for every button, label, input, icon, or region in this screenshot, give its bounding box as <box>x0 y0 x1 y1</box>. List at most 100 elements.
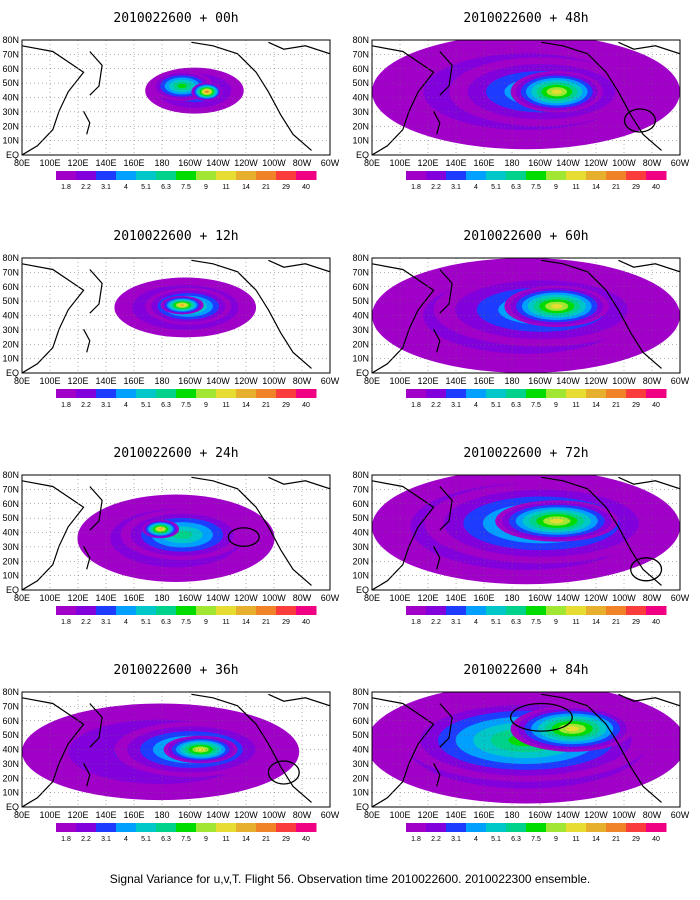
colorbar-swatch <box>116 389 137 398</box>
colorbar-swatch <box>176 171 197 180</box>
colorbar-label: 7.5 <box>181 184 191 191</box>
colorbar-swatch <box>526 171 547 180</box>
colorbar-label: 14 <box>242 402 250 409</box>
y-tick-label: 10N <box>352 788 369 798</box>
x-tick-label: 160W <box>528 810 552 820</box>
colorbar-swatch <box>506 606 527 615</box>
y-tick-label: 50N <box>2 78 19 88</box>
variance-field <box>372 40 680 155</box>
variance-field <box>372 475 680 590</box>
variance-contour <box>205 90 209 93</box>
variance-contour <box>180 304 185 307</box>
colorbar-swatch <box>646 606 667 615</box>
y-tick-label: 10N <box>2 136 19 146</box>
map-frame <box>21 691 331 808</box>
colorbar-label: 21 <box>612 836 620 843</box>
y-tick-label: 20N <box>352 556 369 566</box>
colorbar-label: 6.3 <box>161 619 171 626</box>
colorbar-swatch <box>626 606 647 615</box>
coastline <box>268 259 330 273</box>
colorbar-swatch <box>276 389 297 398</box>
colorbar-label: 9 <box>554 619 558 626</box>
colorbar-label: 3.1 <box>101 619 111 626</box>
colorbar-swatch <box>426 606 447 615</box>
x-tick-label: 140E <box>445 376 466 386</box>
variance-contour <box>177 83 187 89</box>
target-circle <box>227 527 260 547</box>
x-tick-label: 160W <box>178 158 202 168</box>
coastline <box>541 259 662 369</box>
panel-title: 2010022600 + 12h <box>113 229 238 244</box>
panel-title: 2010022600 + 24h <box>113 446 238 461</box>
y-tick-label: 60N <box>352 282 369 292</box>
x-tick-label: 80E <box>364 158 380 168</box>
figure-caption: Signal Variance for u,v,T. Flight 56. Ob… <box>109 872 591 886</box>
coastline <box>439 51 453 96</box>
colorbar-swatch <box>526 606 547 615</box>
colorbar-swatch <box>466 606 487 615</box>
colorbar-label: 1.8 <box>61 402 71 409</box>
colorbar-swatch <box>176 823 197 832</box>
colorbar-swatch <box>626 389 647 398</box>
colorbar-label: 40 <box>652 184 660 191</box>
colorbar-label: 9 <box>554 402 558 409</box>
map-frame <box>21 39 331 156</box>
colorbar-swatch <box>566 389 587 398</box>
y-tick-label: 80N <box>352 253 369 263</box>
x-tick-label: 100E <box>389 810 410 820</box>
coastline <box>618 41 680 55</box>
map-panel: 2010022600 + 36h 80E 100E 120E 140E 160E 180 16… <box>2 663 339 843</box>
x-tick-label: 100W <box>612 810 636 820</box>
y-tick-label: 80N <box>2 253 19 263</box>
variance-field <box>372 692 680 807</box>
colorbar-label: 11 <box>572 402 579 409</box>
map-panel: 2010022600 + 24h 80E 100E 120E 140E 160E 180 16… <box>2 446 339 626</box>
y-tick-label: 20N <box>352 121 369 131</box>
coastline <box>268 476 330 490</box>
x-tick-label: 140E <box>95 810 116 820</box>
colorbar-label: 4 <box>124 184 128 191</box>
colorbar-swatch <box>76 389 97 398</box>
coastline <box>372 480 435 590</box>
target-circle <box>267 760 300 785</box>
y-tick-label: 70N <box>2 267 19 277</box>
x-tick-label: 120E <box>67 810 88 820</box>
colorbar-swatch <box>566 171 587 180</box>
y-tick-label: EQ <box>6 150 19 160</box>
colorbar-swatch <box>486 171 507 180</box>
colorbar-label: 9 <box>554 836 558 843</box>
panel-title: 2010022600 + 72h <box>463 446 588 461</box>
colorbar-label: 29 <box>282 184 290 191</box>
coastline <box>22 263 85 373</box>
colorbar-swatch <box>296 389 317 398</box>
coastline <box>89 486 103 531</box>
x-tick-label: 100W <box>262 593 286 603</box>
colorbar-label: 14 <box>592 836 600 843</box>
colorbar-swatch <box>446 389 467 398</box>
colorbar-swatch <box>236 606 257 615</box>
colorbar-label: 11 <box>222 619 229 626</box>
panel-title: 2010022600 + 60h <box>463 229 588 244</box>
colorbar-swatch <box>196 171 217 180</box>
colorbar-swatch <box>76 171 97 180</box>
colorbar-label: 1.8 <box>411 836 421 843</box>
colorbar-label: 4 <box>474 619 478 626</box>
colorbar-label: 4 <box>474 836 478 843</box>
x-tick-label: 180 <box>504 810 519 820</box>
colorbar-label: 2.2 <box>431 836 441 843</box>
y-tick-label: 50N <box>2 296 19 306</box>
map-panel: 2010022600 + 60h 80E 100E 120E 140E 160E 180 16… <box>352 229 689 409</box>
colorbar-label: 1.8 <box>411 184 421 191</box>
colorbar-swatch <box>606 171 627 180</box>
colorbar-label: 3.1 <box>101 184 111 191</box>
colorbar-label: 1.8 <box>61 184 71 191</box>
y-tick-label: 50N <box>352 296 369 306</box>
colorbar-label: 3.1 <box>451 402 461 409</box>
colorbar-label: 40 <box>302 836 310 843</box>
map-panel: 2010022600 + 00h 80E 100E 120E 140E 160E 180 16… <box>2 11 339 191</box>
colorbar-label: 11 <box>222 402 229 409</box>
colorbar-label: 5.1 <box>491 402 501 409</box>
colorbar-swatch <box>196 823 217 832</box>
x-tick-label: 160E <box>123 593 144 603</box>
colorbar-label: 7.5 <box>531 619 541 626</box>
